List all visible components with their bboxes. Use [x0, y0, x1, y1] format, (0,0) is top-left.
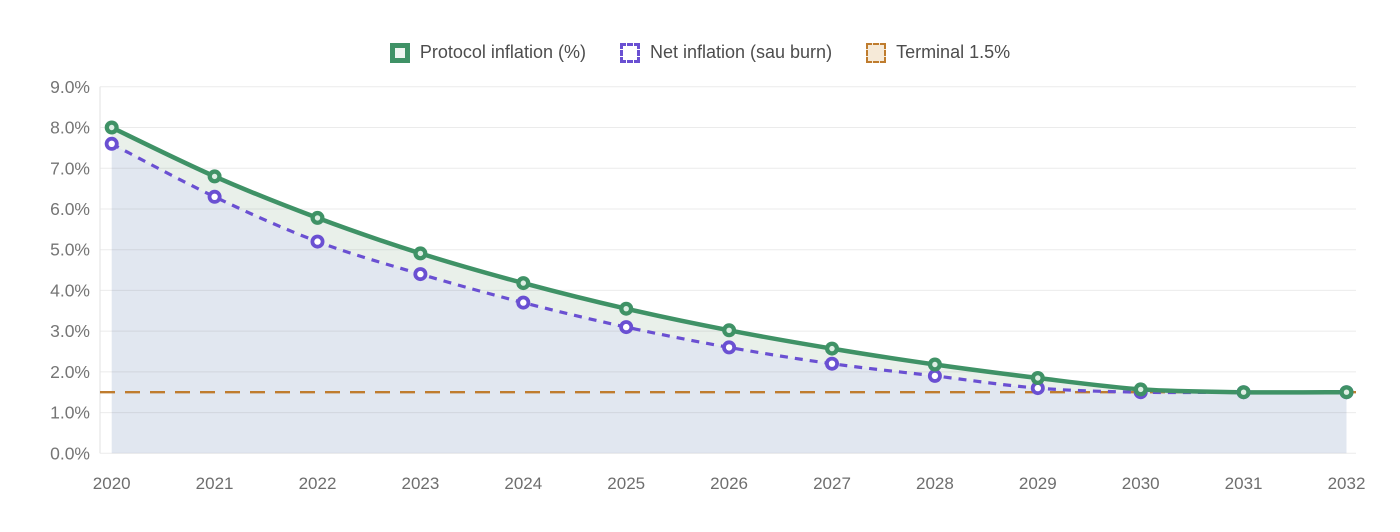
data-point-protocol-2022[interactable] [310, 210, 325, 225]
x-axis-tick-label: 2020 [93, 474, 131, 493]
terminal-swatch-icon [866, 42, 887, 63]
x-axis-tick-label: 2029 [1019, 474, 1057, 493]
data-point-net-2024[interactable] [516, 295, 531, 310]
fill-under-net [111, 143, 1347, 454]
x-axis-tick-label: 2028 [916, 474, 954, 493]
data-point-protocol-2026[interactable] [722, 323, 737, 338]
data-point-protocol-2030[interactable] [1133, 382, 1148, 397]
data-point-net-2020[interactable] [104, 136, 119, 151]
x-axis-tick-label: 2032 [1328, 474, 1366, 493]
y-axis-tick-label: 3.0% [50, 321, 90, 341]
legend-label-net: Net inflation (sau burn) [649, 42, 833, 62]
data-point-protocol-2028[interactable] [927, 357, 942, 372]
y-axis-tick-label: 4.0% [50, 280, 90, 300]
data-point-protocol-2024[interactable] [516, 276, 531, 291]
data-point-protocol-2027[interactable] [825, 341, 839, 356]
data-point-protocol-2029[interactable] [1030, 371, 1045, 385]
data-point-protocol-2021[interactable] [207, 169, 222, 184]
y-axis-tick-label: 7.0% [50, 158, 90, 178]
legend-item-protocol-inflation[interactable]: Protocol inflation (%) [389, 42, 586, 63]
x-axis-tick-label: 2023 [401, 474, 439, 493]
x-axis-tick-label: 2021 [196, 474, 234, 493]
data-point-net-2027[interactable] [825, 356, 839, 371]
y-axis-tick-label: 8.0% [50, 118, 90, 138]
legend-item-terminal[interactable]: Terminal 1.5% [866, 42, 1010, 63]
x-axis-tick-label: 2022 [299, 474, 337, 493]
legend-label-terminal: Terminal 1.5% [896, 42, 1011, 62]
data-point-protocol-2025[interactable] [619, 301, 634, 316]
data-point-net-2025[interactable] [619, 320, 634, 335]
x-axis-tick-label: 2024 [504, 474, 542, 493]
y-axis-tick-label: 1.0% [50, 403, 90, 423]
y-axis-tick-label: 5.0% [50, 240, 90, 260]
x-axis-tick-label: 2025 [607, 474, 645, 493]
data-point-net-2026[interactable] [722, 340, 737, 355]
legend-label-protocol: Protocol inflation (%) [419, 42, 586, 62]
y-axis-tick-label: 2.0% [50, 362, 90, 382]
x-axis-tick-label: 2026 [710, 474, 748, 493]
y-axis-tick-label: 6.0% [50, 199, 90, 219]
protocol-swatch-icon [389, 42, 410, 63]
y-axis-tick-label: 0.0% [50, 443, 90, 463]
x-axis-tick-label: 2027 [813, 474, 851, 493]
legend-item-net-inflation[interactable]: Net inflation (sau burn) [619, 42, 833, 63]
data-point-protocol-2023[interactable] [413, 246, 428, 261]
y-axis-tick-label: 9.0% [50, 77, 90, 97]
x-axis-tick-label: 2031 [1225, 474, 1263, 493]
chart-legend: Protocol inflation (%) Net inflation (sa… [0, 42, 1400, 63]
data-point-net-2022[interactable] [310, 234, 325, 249]
data-point-net-2021[interactable] [207, 189, 222, 204]
data-point-protocol-2020[interactable] [104, 120, 119, 135]
data-point-protocol-2031[interactable] [1236, 385, 1251, 400]
net-swatch-icon [619, 42, 640, 63]
data-point-protocol-2032[interactable] [1339, 385, 1354, 400]
data-point-net-2028[interactable] [927, 368, 942, 383]
x-axis-tick-label: 2030 [1122, 474, 1160, 493]
fill-between-series [111, 127, 1347, 393]
data-point-net-2023[interactable] [413, 267, 428, 282]
data-point-net-2029[interactable] [1030, 381, 1045, 396]
